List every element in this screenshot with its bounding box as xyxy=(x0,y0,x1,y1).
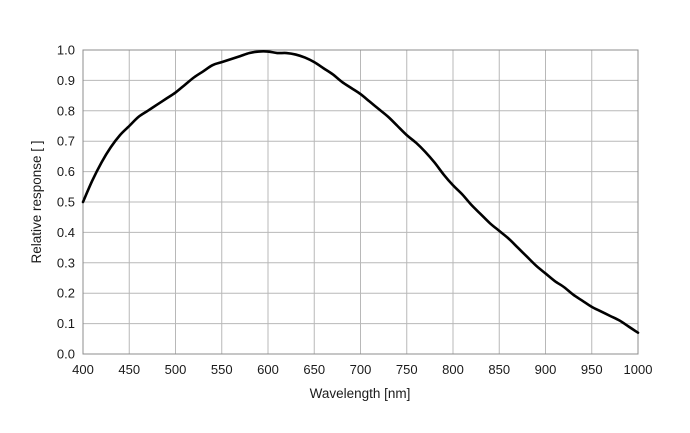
x-tick-label: 400 xyxy=(72,362,94,377)
x-tick-label: 450 xyxy=(118,362,140,377)
series-line-0 xyxy=(81,50,640,335)
x-tick-label: 800 xyxy=(442,362,464,377)
y-tick-label: 0.9 xyxy=(57,73,75,88)
y-tick-label: 0.3 xyxy=(57,255,75,270)
x-tick-label: 700 xyxy=(350,362,372,377)
x-tick-label: 500 xyxy=(165,362,187,377)
y-tick-label: 0.4 xyxy=(57,225,75,240)
y-tick-label: 0.7 xyxy=(57,134,75,149)
x-axis-ticks: 400 450 500 550 600 650 700 750 800 850 900 950 1000 xyxy=(72,362,652,377)
y-tick-label: 0.2 xyxy=(57,286,75,301)
x-tick-label: 550 xyxy=(211,362,233,377)
x-tick-label: 750 xyxy=(396,362,418,377)
x-tick-label: 600 xyxy=(257,362,279,377)
x-tick-label: 650 xyxy=(303,362,325,377)
x-tick-label: 900 xyxy=(535,362,557,377)
y-axis-title: Relative response [ ] xyxy=(29,140,44,263)
y-tick-label: 0.6 xyxy=(57,164,75,179)
y-tick-label: 0.0 xyxy=(57,347,75,362)
x-tick-label: 850 xyxy=(488,362,510,377)
y-tick-label: 0.1 xyxy=(57,316,75,331)
series-layer xyxy=(81,50,640,335)
x-tick-label: 1000 xyxy=(624,362,653,377)
y-tick-label: 0.5 xyxy=(57,195,75,210)
x-axis-title: Wavelength [nm] xyxy=(310,386,411,401)
x-tick-label: 950 xyxy=(581,362,603,377)
y-tick-label: 0.8 xyxy=(57,103,75,118)
y-axis-ticks: 0.0 0.1 0.2 0.3 0.4 0.5 0.6 0.7 0.8 0.9 1.0 xyxy=(57,43,75,362)
y-tick-label: 1.0 xyxy=(57,43,75,58)
